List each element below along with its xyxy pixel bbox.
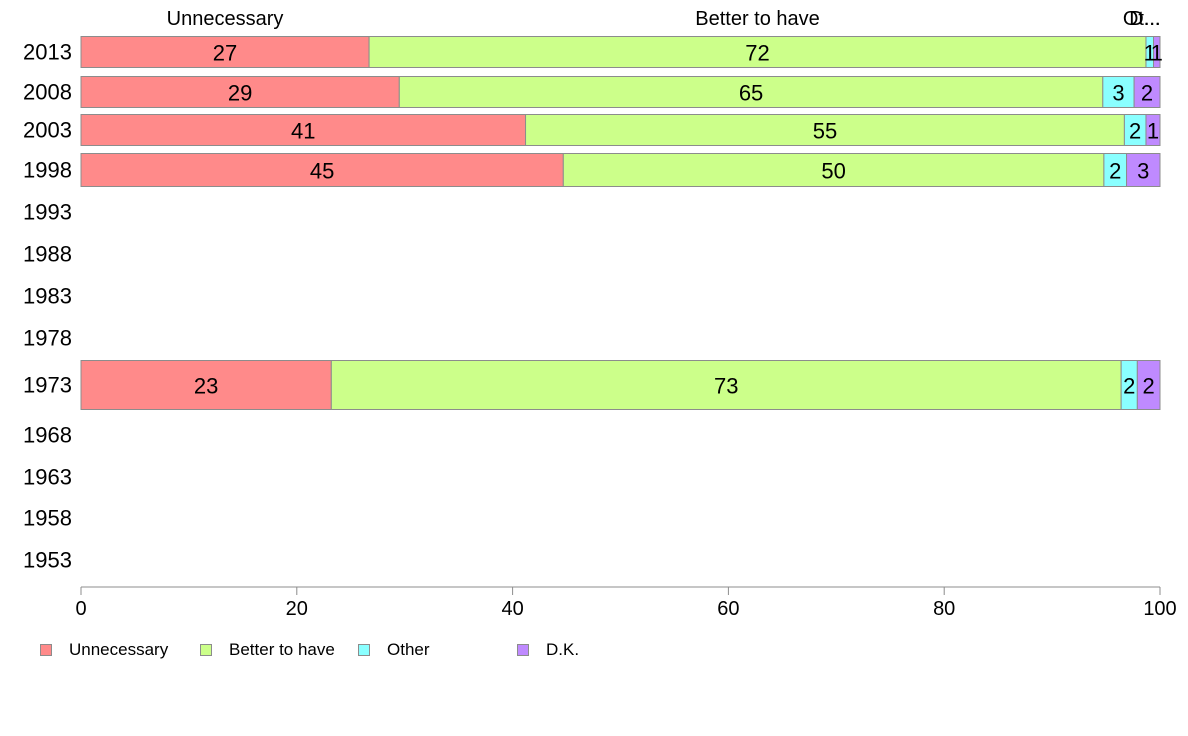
legend-label-unnecessary: Unnecessary: [69, 640, 169, 659]
legend-item-other: Other: [358, 640, 430, 660]
data-label-1973-0: 23: [194, 374, 218, 399]
bar-2008-other: [1102, 76, 1135, 108]
bar-2013-better-to-have: [368, 36, 1147, 68]
data-label-2008-0: 29: [228, 81, 252, 106]
y-tick-label-1978: 1978: [23, 326, 72, 351]
bar-2008-d-k-: [1133, 76, 1161, 108]
data-label-1973-1: 73: [714, 374, 738, 399]
data-label-1998-1: 50: [821, 159, 845, 184]
top-label-0: Unnecessary: [167, 8, 284, 30]
legend-swatch-better-to-have: [200, 644, 212, 656]
x-tick-label-80: 80: [933, 598, 955, 620]
y-tick-label-1998: 1998: [23, 158, 72, 183]
top-label-2: Ot...: [1123, 8, 1161, 30]
y-tick-label-1953: 1953: [23, 548, 72, 573]
bar-1998-d-k-: [1126, 153, 1161, 187]
legend-item-unnecessary: Unnecessary: [40, 640, 168, 660]
data-label-1998-3: 3: [1137, 159, 1149, 184]
data-label-2013-3: 1: [1151, 41, 1163, 66]
legend-label-other: Other: [387, 640, 430, 659]
bar-2003-d-k-: [1145, 114, 1161, 146]
x-tick-label-0: 0: [75, 598, 86, 620]
y-tick-label-1983: 1983: [23, 284, 72, 309]
bar-2013-d-k-: [1153, 36, 1161, 68]
y-tick-label-2013: 2013: [23, 40, 72, 65]
legend-item-better-to-have: Better to have: [200, 640, 335, 660]
data-label-2008-3: 2: [1141, 81, 1153, 106]
x-tick-label-40: 40: [501, 598, 523, 620]
legend-label-dk: D.K.: [546, 640, 580, 659]
y-tick-label-1963: 1963: [23, 465, 72, 490]
bar-2013-unnecessary: [80, 36, 370, 68]
legend-swatch-dk: [517, 644, 529, 656]
y-tick-label-1993: 1993: [23, 200, 72, 225]
data-label-2003-2: 2: [1129, 119, 1141, 144]
bar-1973-better-to-have: [330, 360, 1122, 410]
bar-2003-unnecessary: [80, 114, 527, 146]
x-tick-label-60: 60: [717, 598, 739, 620]
y-tick-label-1988: 1988: [23, 242, 72, 267]
data-label-2008-1: 65: [739, 81, 763, 106]
data-label-2003-0: 41: [291, 119, 315, 144]
y-tick-label-2008: 2008: [23, 80, 72, 105]
legend: Unnecessary Better to have Other D.K.: [40, 640, 640, 660]
x-tick-label-20: 20: [286, 598, 308, 620]
data-label-2013-2: 1: [1144, 41, 1156, 66]
legend-swatch-unnecessary: [40, 644, 52, 656]
legend-label-better-to-have: Better to have: [229, 640, 335, 659]
bar-2008-unnecessary: [80, 76, 400, 108]
data-label-2003-3: 1: [1147, 119, 1159, 144]
x-tick-label-100: 100: [1143, 598, 1176, 620]
data-label-1973-2: 2: [1123, 374, 1135, 399]
legend-swatch-other: [358, 644, 370, 656]
data-label-1973-3: 2: [1143, 374, 1155, 399]
bar-1998-unnecessary: [80, 153, 564, 187]
top-label-3: D...: [1129, 8, 1160, 30]
data-label-1998-0: 45: [310, 159, 334, 184]
data-label-1998-2: 2: [1109, 159, 1121, 184]
data-label-2013-1: 72: [745, 41, 769, 66]
data-label-2003-1: 55: [813, 119, 837, 144]
y-tick-label-1968: 1968: [23, 423, 72, 448]
y-tick-label-1958: 1958: [23, 506, 72, 531]
bar-1973-unnecessary: [80, 360, 332, 410]
top-label-1: Better to have: [695, 8, 820, 30]
data-label-2013-0: 27: [213, 41, 237, 66]
bar-1973-d-k-: [1136, 360, 1161, 410]
y-tick-label-1973: 1973: [23, 373, 72, 398]
data-label-2008-2: 3: [1112, 81, 1124, 106]
legend-item-dk: D.K.: [517, 640, 579, 660]
y-tick-label-2003: 2003: [23, 118, 72, 143]
bar-1998-better-to-have: [562, 153, 1105, 187]
